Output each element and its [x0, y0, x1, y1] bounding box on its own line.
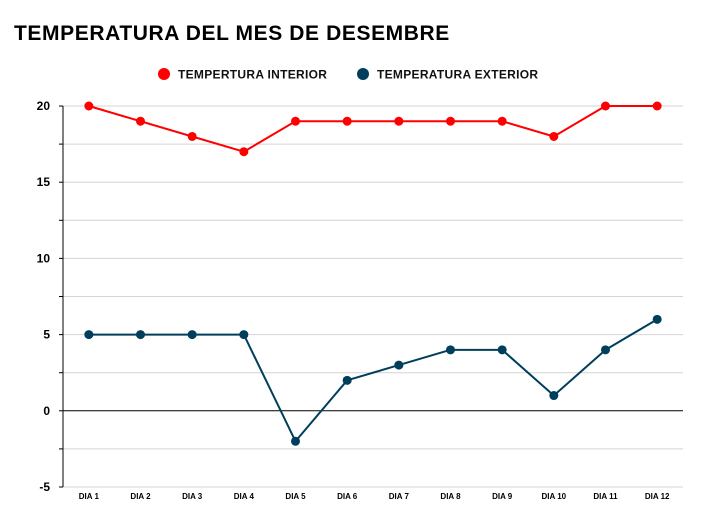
x-tick-label: DIA 6 — [337, 492, 358, 501]
series-line-2 — [88, 318, 658, 443]
x-tick-label: DIA 9 — [492, 492, 513, 501]
x-tick-label: DIA 12 — [645, 492, 670, 501]
data-point[interactable] — [497, 116, 507, 126]
tick-labels: 20 15 10 5 0 -5 DIA 1 DIA 2 DIA 3 DIA 4 DIA 5 DIA 6… — [37, 99, 670, 501]
series-line-1 — [88, 105, 658, 153]
x-tick-label: DIA 3 — [182, 492, 203, 501]
y-tick-label: 5 — [43, 328, 50, 342]
x-tick-label: DIA 1 — [79, 492, 100, 501]
axes — [59, 105, 64, 488]
data-point[interactable] — [187, 330, 197, 340]
data-point[interactable] — [394, 360, 404, 370]
x-tick-label: DIA 8 — [440, 492, 461, 501]
data-point[interactable] — [446, 345, 455, 355]
y-tick-label: -5 — [39, 480, 50, 494]
data-point[interactable] — [342, 375, 352, 385]
series-layer — [84, 101, 662, 446]
data-point[interactable] — [291, 436, 300, 446]
data-point[interactable] — [394, 116, 404, 126]
data-point[interactable] — [136, 330, 145, 340]
data-point[interactable] — [549, 131, 559, 141]
data-point[interactable] — [239, 330, 249, 340]
y-tick-label: 10 — [37, 251, 51, 265]
x-tick-label: DIA 10 — [542, 492, 567, 501]
data-point[interactable] — [239, 147, 249, 157]
data-point[interactable] — [652, 314, 662, 324]
x-tick-label: DIA 5 — [285, 492, 306, 501]
data-point[interactable] — [446, 116, 455, 126]
data-point[interactable] — [84, 101, 94, 111]
legend[interactable]: TEMPERTURA INTERIOR TEMPERATURA EXTERIOR — [158, 68, 538, 82]
data-point[interactable] — [601, 101, 610, 111]
legend-marker[interactable] — [158, 68, 170, 80]
data-point[interactable] — [497, 345, 507, 355]
data-point[interactable] — [601, 345, 610, 355]
grid-lines — [63, 105, 683, 488]
data-point[interactable] — [136, 116, 145, 126]
x-tick-label: DIA 4 — [234, 492, 255, 501]
x-tick-label: DIA 2 — [130, 492, 151, 501]
legend-label[interactable]: TEMPERATURA EXTERIOR — [377, 68, 538, 82]
data-point[interactable] — [342, 116, 352, 126]
y-tick-label: 0 — [43, 404, 50, 418]
data-point[interactable] — [187, 131, 197, 141]
x-tick-label: DIA 11 — [593, 492, 618, 501]
y-tick-label: 15 — [37, 175, 51, 189]
data-point[interactable] — [549, 391, 559, 401]
legend-marker[interactable] — [357, 68, 369, 80]
data-point[interactable] — [291, 116, 300, 126]
chart-title: TEMPERATURA DEL MES DE DESEMBRE — [14, 22, 450, 45]
legend-label[interactable]: TEMPERTURA INTERIOR — [178, 68, 327, 82]
data-point[interactable] — [652, 101, 662, 111]
data-point[interactable] — [84, 330, 94, 340]
y-tick-label: 20 — [37, 99, 51, 113]
x-tick-label: DIA 7 — [389, 492, 410, 501]
